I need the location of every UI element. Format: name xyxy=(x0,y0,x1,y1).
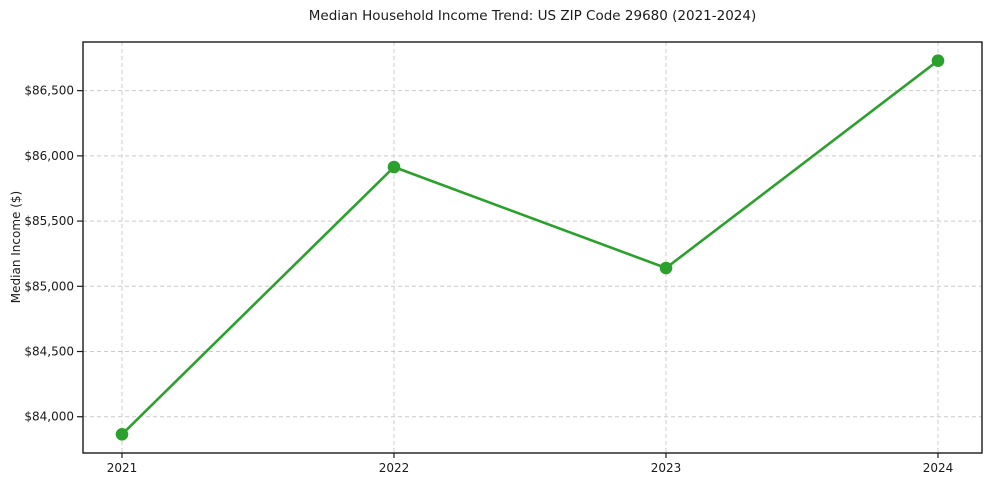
y-tick-label: $86,000 xyxy=(24,149,74,163)
x-tick-label: 2021 xyxy=(107,461,138,475)
plot-border xyxy=(82,41,983,454)
data-point-marker xyxy=(659,261,673,275)
series-layer xyxy=(115,54,945,441)
x-tick-label: 2024 xyxy=(923,461,954,475)
chart-title: Median Household Income Trend: US ZIP Co… xyxy=(308,8,757,24)
data-point-marker xyxy=(387,160,401,174)
y-tick-label: $84,000 xyxy=(24,410,74,424)
x-tick-label: 2023 xyxy=(651,461,682,475)
series-line xyxy=(120,59,940,436)
grid-layer xyxy=(83,42,982,453)
x-tick-label: 2022 xyxy=(379,461,410,475)
y-tick-label: $84,500 xyxy=(24,345,74,359)
y-tick-label: $85,000 xyxy=(24,279,74,293)
data-point-marker xyxy=(115,428,129,441)
data-point-marker xyxy=(931,54,945,67)
axes-layer: $84,000 $84,500 $85,000 $85,500 $86,000 $86,5… xyxy=(24,41,983,475)
y-tick-label: $86,500 xyxy=(24,84,74,98)
y-tick-label: $85,500 xyxy=(24,214,74,228)
